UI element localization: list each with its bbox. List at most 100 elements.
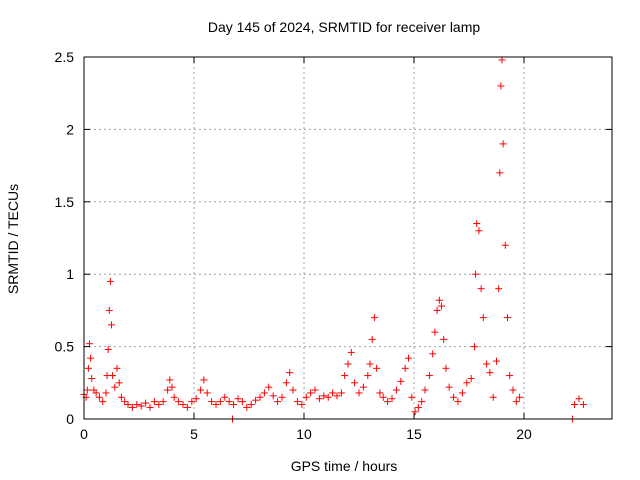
data-point — [320, 392, 328, 400]
data-point — [221, 393, 229, 401]
plot-frame — [83, 56, 613, 420]
data-point — [238, 398, 246, 406]
data-point — [433, 306, 441, 314]
y-tick-label: 2 — [66, 121, 74, 137]
data-point — [133, 401, 141, 409]
data-point — [486, 369, 494, 377]
data-point — [506, 372, 514, 380]
data-point — [347, 348, 355, 356]
y-axis-label: SRMTID / TECUs — [5, 184, 21, 294]
data-point — [373, 364, 381, 372]
data-point — [260, 389, 268, 397]
data-point — [265, 383, 273, 391]
x-tick-label: 0 — [80, 426, 88, 442]
data-point — [243, 403, 251, 411]
data-point — [472, 270, 480, 278]
grid-lines — [84, 57, 612, 419]
data-point — [88, 374, 96, 382]
data-point — [155, 401, 163, 409]
data-point — [146, 403, 154, 411]
data-point — [92, 389, 100, 397]
data-point — [200, 376, 208, 384]
data-point — [397, 377, 405, 385]
data-point — [359, 383, 367, 391]
y-tick-labels: 0 0.5 1 1.5 2 2.5 — [55, 49, 75, 427]
data-point — [458, 389, 466, 397]
data-point — [368, 335, 376, 343]
data-point — [579, 401, 587, 409]
data-point — [208, 398, 216, 406]
data-point — [175, 398, 183, 406]
data-point — [473, 220, 481, 228]
data-point — [188, 398, 196, 406]
data-point — [414, 403, 422, 411]
data-point — [247, 401, 255, 409]
data-point — [230, 401, 238, 409]
data-point — [429, 350, 437, 358]
data-point — [450, 393, 458, 401]
data-point — [274, 398, 282, 406]
y-tick-label: 0.5 — [55, 339, 75, 355]
data-point — [278, 393, 286, 401]
data-point — [388, 395, 396, 403]
data-point — [351, 379, 359, 387]
data-point — [105, 306, 113, 314]
data-point — [256, 393, 264, 401]
data-point — [183, 403, 191, 411]
data-point — [479, 314, 487, 322]
data-point — [366, 360, 374, 368]
data-point — [159, 398, 167, 406]
axis-ticks — [83, 56, 612, 420]
data-point — [117, 393, 125, 401]
data-point — [445, 383, 453, 391]
data-point — [115, 379, 123, 387]
data-point — [282, 379, 290, 387]
data-point — [302, 393, 310, 401]
data-point — [392, 386, 400, 394]
data-point — [571, 401, 579, 409]
data-point — [499, 140, 507, 148]
x-tick-label: 15 — [406, 426, 422, 442]
data-point — [512, 398, 520, 406]
data-point — [99, 398, 107, 406]
data-point — [315, 395, 323, 403]
data-point — [501, 241, 509, 249]
data-point — [509, 386, 517, 394]
data-point — [203, 389, 211, 397]
data-point — [307, 389, 315, 397]
data-point — [337, 389, 345, 397]
data-point — [344, 360, 352, 368]
data-point — [128, 403, 136, 411]
data-point — [289, 386, 297, 394]
data-point — [216, 398, 224, 406]
data-point — [440, 335, 448, 343]
data-point — [106, 277, 114, 285]
data-point — [124, 401, 132, 409]
data-point — [137, 402, 145, 410]
data-point — [463, 379, 471, 387]
data-point — [496, 169, 504, 177]
data-point — [293, 398, 301, 406]
data-point — [87, 354, 95, 362]
data-point — [179, 401, 187, 409]
data-point — [431, 328, 439, 336]
data-point — [376, 389, 384, 397]
data-point — [355, 389, 363, 397]
data-point — [166, 376, 174, 384]
data-point — [197, 386, 205, 394]
data-point — [286, 369, 294, 377]
data-point — [418, 398, 426, 406]
chart-title: Day 145 of 2024, SRMTID for receiver lam… — [208, 19, 481, 35]
x-axis-label: GPS time / hours — [291, 458, 398, 474]
data-point — [341, 372, 349, 380]
data-point — [329, 389, 337, 397]
data-point — [212, 401, 220, 409]
data-point — [252, 396, 260, 404]
data-point — [575, 395, 583, 403]
data-point — [142, 399, 150, 407]
data-point — [408, 393, 416, 401]
data-point — [121, 398, 129, 406]
data-point — [150, 398, 158, 406]
data-point — [364, 372, 372, 380]
